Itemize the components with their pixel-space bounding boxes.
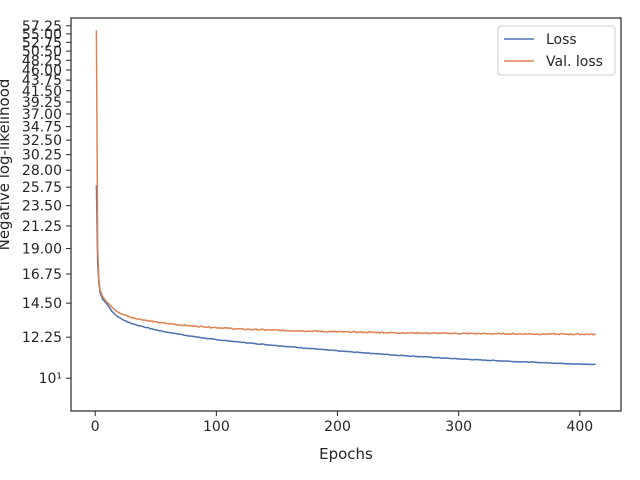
legend-label-val-loss: Val. loss bbox=[546, 54, 603, 70]
y-tick-label: 32.50 bbox=[22, 133, 62, 149]
y-tick-label: 14.50 bbox=[22, 296, 62, 312]
x-tick-label: 0 bbox=[91, 419, 100, 435]
x-tick-label: 200 bbox=[324, 419, 351, 435]
y-tick-label: 46.00 bbox=[22, 63, 62, 79]
y-axis: 10¹ 12.25 14.50 16.75 19.00 21.25 23.50 25.7528… bbox=[22, 19, 71, 387]
y-tick-label: 16.75 bbox=[22, 267, 62, 283]
plot-frame bbox=[70, 17, 622, 412]
y-tick-label: 21.25 bbox=[22, 219, 62, 235]
y-tick-label: 57.25 bbox=[22, 19, 62, 35]
x-axis: 0 100 200 300 400 bbox=[91, 411, 593, 435]
y-tick-label: 41.50 bbox=[22, 84, 62, 100]
y-tick-label: 48.25 bbox=[22, 53, 62, 69]
y-tick-label: 37.00 bbox=[22, 107, 62, 123]
y-tick-label: 25.75 bbox=[22, 180, 62, 196]
y-tick-label: 52.75 bbox=[22, 35, 62, 51]
y-tick-label: 10¹ bbox=[39, 371, 62, 387]
x-tick-label: 400 bbox=[566, 419, 593, 435]
series-line-val-loss bbox=[95, 30, 596, 336]
plot-area bbox=[70, 17, 622, 412]
legend: Loss Val. loss bbox=[497, 25, 616, 76]
series-line-loss bbox=[95, 185, 596, 366]
y-tick-label: 50.50 bbox=[22, 44, 62, 60]
legend-label-loss: Loss bbox=[546, 32, 577, 48]
x-tick-label: 300 bbox=[445, 419, 472, 435]
series-lines bbox=[95, 30, 596, 366]
y-axis-label: Negative log-likelihood bbox=[0, 79, 13, 251]
x-tick-label: 100 bbox=[203, 419, 230, 435]
y-tick-label: 19.00 bbox=[22, 242, 62, 258]
y-tick-label: 23.50 bbox=[22, 199, 62, 215]
y-tick-label: 39.25 bbox=[22, 95, 62, 111]
y-tick-label: 30.25 bbox=[22, 148, 62, 164]
y-tick-label: 34.75 bbox=[22, 120, 62, 136]
y-tick-label: 28.00 bbox=[22, 163, 62, 179]
y-tick-label: 55.00 bbox=[22, 27, 62, 43]
y-tick-label: 43.75 bbox=[22, 73, 62, 89]
x-axis-label: Epochs bbox=[319, 445, 373, 463]
y-tick-label: 12.25 bbox=[22, 330, 62, 346]
